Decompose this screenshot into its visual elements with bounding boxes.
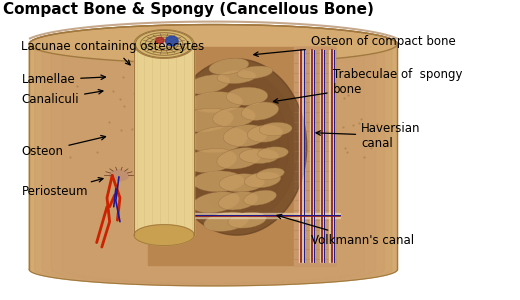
Ellipse shape [187, 75, 230, 94]
Ellipse shape [257, 147, 288, 159]
Polygon shape [230, 138, 244, 156]
Ellipse shape [226, 87, 268, 105]
Polygon shape [165, 36, 178, 46]
Ellipse shape [218, 192, 258, 210]
Text: Periosteum: Periosteum [21, 178, 103, 198]
Polygon shape [160, 43, 168, 46]
Text: Haversian
canal: Haversian canal [316, 122, 421, 150]
Polygon shape [176, 70, 297, 224]
Text: Lacunae containing osteocytes: Lacunae containing osteocytes [21, 40, 205, 65]
Polygon shape [310, 50, 314, 262]
Polygon shape [166, 59, 307, 235]
Text: Osteon: Osteon [21, 136, 106, 158]
Polygon shape [42, 26, 385, 285]
Polygon shape [294, 47, 335, 265]
Polygon shape [134, 30, 194, 58]
Polygon shape [134, 44, 194, 235]
Ellipse shape [213, 107, 255, 127]
Polygon shape [156, 38, 164, 44]
Polygon shape [51, 27, 375, 284]
Polygon shape [62, 28, 365, 283]
Ellipse shape [228, 212, 266, 228]
Ellipse shape [178, 108, 233, 132]
Ellipse shape [189, 92, 243, 113]
Ellipse shape [217, 148, 262, 169]
Ellipse shape [185, 148, 237, 172]
Polygon shape [166, 59, 307, 235]
Polygon shape [29, 25, 397, 286]
Text: Osteon of compact bone: Osteon of compact bone [254, 35, 456, 56]
Text: Lamellae: Lamellae [21, 73, 106, 86]
Text: Volkmann's canal: Volkmann's canal [277, 214, 414, 247]
Polygon shape [320, 50, 324, 262]
Ellipse shape [241, 102, 279, 120]
Ellipse shape [223, 125, 268, 147]
Ellipse shape [192, 171, 244, 192]
Ellipse shape [256, 168, 284, 180]
Text: Compact Bone & Spongy (Cancellous Bone): Compact Bone & Spongy (Cancellous Bone) [3, 2, 374, 17]
Ellipse shape [189, 126, 248, 153]
Polygon shape [159, 213, 341, 218]
Polygon shape [185, 82, 289, 212]
Ellipse shape [248, 125, 283, 142]
Text: Canaliculi: Canaliculi [21, 89, 103, 106]
Ellipse shape [239, 148, 279, 164]
Ellipse shape [243, 190, 277, 205]
Polygon shape [193, 93, 280, 201]
Text: Trabeculae of  spongy
bone: Trabeculae of spongy bone [274, 68, 462, 103]
Polygon shape [35, 25, 392, 285]
Circle shape [110, 170, 128, 181]
Ellipse shape [192, 192, 240, 213]
Polygon shape [149, 47, 335, 265]
Polygon shape [212, 116, 262, 178]
Ellipse shape [217, 70, 256, 84]
Polygon shape [203, 104, 271, 190]
Polygon shape [330, 50, 334, 262]
Polygon shape [220, 127, 253, 167]
Ellipse shape [259, 122, 292, 136]
Ellipse shape [204, 212, 249, 231]
Ellipse shape [237, 66, 272, 79]
Polygon shape [29, 25, 397, 63]
Ellipse shape [209, 58, 249, 75]
Polygon shape [134, 225, 194, 246]
Polygon shape [300, 50, 304, 262]
Ellipse shape [219, 174, 265, 192]
Ellipse shape [244, 172, 281, 188]
